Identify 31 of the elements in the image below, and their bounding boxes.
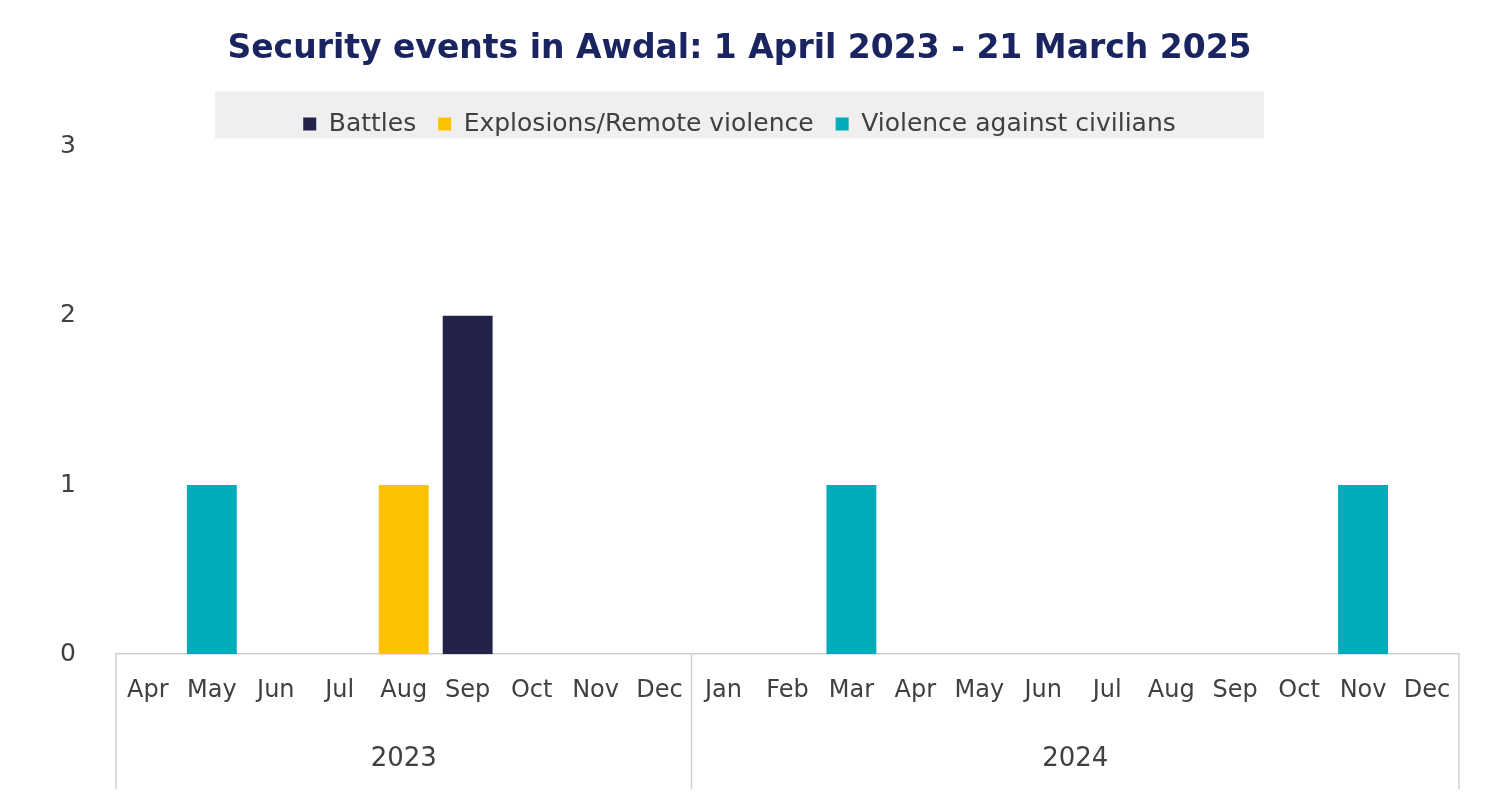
x-tick-label: Sep [1212,674,1258,703]
x-tick-label: Jan [703,674,742,703]
x-tick-label: May [187,674,237,703]
x-tick-label: Mar [828,674,875,703]
legend-label: Explosions/Remote violence [463,107,814,137]
x-tick-label: Oct [510,674,553,703]
chart-title: Security events in Awdal: 1 April 2023 - 21 March 2025 [227,27,1252,67]
legend-label: Battles [328,107,417,137]
x-tick-label: Dec [636,674,683,703]
y-tick-label: 3 [60,130,76,160]
y-tick-label: 2 [60,299,76,329]
x-tick-label: Jun [255,674,295,703]
x-tick-label: Apr [127,674,169,703]
x-tick-label: Dec [1403,674,1451,703]
x-tick-label: Nov [1339,674,1387,703]
legend-label: Violence against civilians [861,107,1176,137]
y-tick-label: 0 [60,637,76,667]
x-tick-label: Jul [323,674,355,703]
x-tick-label: Apr [894,674,937,703]
text: 2023 [370,741,437,772]
y-tick-label: 1 [60,468,76,498]
x-tick-label: Feb [766,674,809,703]
x-tick-label: May [954,674,1005,703]
x-tick-label: Oct [1278,674,1320,703]
text: 2024 [1042,741,1109,772]
x-tick-label: Aug [380,674,428,703]
x-tick-label: Jul [1090,674,1122,703]
x-tick-label: Aug [1147,674,1195,703]
x-tick-label: Sep [445,674,491,703]
x-tick-label: Nov [572,674,619,703]
x-tick-label: Jun [1022,674,1063,703]
